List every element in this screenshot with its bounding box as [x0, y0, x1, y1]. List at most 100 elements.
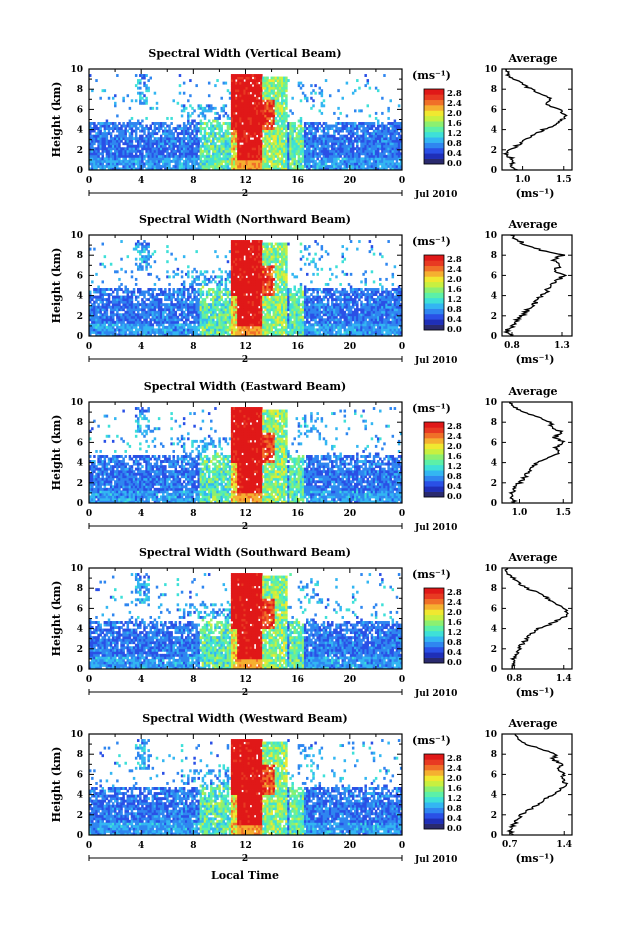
heatmap-cell: [124, 318, 127, 322]
heatmap-cell: [349, 132, 353, 136]
heatmap-cell: [224, 167, 228, 171]
heatmap-cell: [399, 147, 403, 151]
heatmap-cell: [216, 124, 219, 128]
heatmap-cell: [145, 86, 148, 90]
heatmap-cell: [308, 162, 311, 166]
heatmap-cell: [397, 144, 401, 148]
heatmap-cell: [262, 86, 265, 90]
heatmap-cell: [232, 84, 236, 88]
heatmap-cell: [366, 139, 370, 143]
heatmap-cell: [230, 167, 234, 171]
heatmap-cell: [370, 149, 374, 153]
heatmap-cell: [122, 134, 125, 138]
heatmap-cell: [220, 295, 223, 299]
heatmap-cell: [283, 122, 286, 125]
heatmap-cell: [182, 91, 186, 95]
heatmap-cell: [157, 139, 161, 143]
heatmap-cell: [210, 109, 213, 113]
heatmap-cell: [170, 298, 173, 302]
heatmap-cell: [276, 76, 280, 80]
y-tick-label: 6: [77, 105, 83, 115]
heatmap-cell: [312, 144, 315, 148]
heatmap-cell: [253, 81, 257, 85]
heatmap-cell: [89, 154, 92, 158]
heatmap-cell: [132, 144, 136, 148]
heatmap-cell: [199, 164, 203, 168]
heatmap-cell: [289, 167, 292, 171]
heatmap-cell: [270, 157, 274, 161]
heatmap-cell: [243, 159, 246, 163]
heatmap-cell: [136, 159, 140, 163]
heatmap-cell: [149, 76, 152, 80]
heatmap-cell: [134, 157, 138, 161]
heatmap-cell: [107, 124, 111, 128]
heatmap-cell: [141, 167, 144, 171]
heatmap-cell: [276, 89, 280, 93]
heatmap-cell: [220, 124, 223, 128]
heatmap-cell: [207, 109, 211, 113]
heatmap-cell: [178, 137, 182, 141]
heatmap-cell: [97, 323, 100, 327]
heatmap-cell: [220, 129, 223, 133]
heatmap-cell: [111, 320, 115, 324]
heatmap-cell: [381, 157, 384, 161]
heatmap-cell: [287, 167, 290, 171]
heatmap-cell: [272, 129, 276, 133]
heatmap-cell: [280, 119, 284, 123]
heatmap-cell: [199, 152, 203, 156]
heatmap-cell: [166, 250, 169, 254]
heatmap-cell: [212, 119, 215, 123]
heatmap-cell: [187, 275, 190, 279]
heatmap-cell: [376, 137, 380, 141]
heatmap-cell: [145, 142, 148, 146]
heatmap-cell: [118, 159, 121, 163]
heatmap-cell: [210, 162, 213, 166]
heatmap-cell: [387, 116, 390, 120]
heatmap-cell: [132, 137, 136, 141]
heatmap-cell: [120, 267, 123, 271]
heatmap-cell: [114, 154, 117, 158]
heatmap-cell: [266, 164, 269, 168]
heatmap-cell: [395, 152, 399, 156]
heatmap-cell: [105, 325, 109, 329]
heatmap-cell: [379, 167, 382, 171]
heatmap-cell: [289, 157, 292, 161]
heatmap-cell: [162, 162, 165, 166]
heatmap-cell: [89, 325, 92, 329]
heatmap-cell: [297, 162, 301, 166]
heatmap-cell: [203, 164, 207, 168]
heatmap-cell: [391, 154, 395, 158]
heatmap-cell: [111, 142, 115, 146]
heatmap-cell: [126, 310, 130, 314]
heatmap-cell: [91, 320, 94, 324]
heatmap-cell: [195, 139, 198, 143]
heatmap-cell: [228, 147, 232, 151]
heatmap-cell: [343, 142, 347, 146]
heatmap-cell: [139, 318, 142, 322]
date-label: Jul 2010: [414, 190, 457, 200]
heatmap-cell: [351, 132, 355, 136]
heatmap-cell: [136, 149, 140, 153]
heatmap-cell: [258, 104, 261, 108]
heatmap-cell: [207, 152, 211, 156]
heatmap-cell: [205, 295, 209, 299]
heatmap-cell: [214, 310, 217, 314]
heatmap-cell: [249, 252, 253, 256]
heatmap-cell: [312, 132, 315, 136]
heatmap-cell: [147, 167, 150, 171]
heatmap-cell: [191, 144, 194, 148]
heatmap-cell: [126, 137, 130, 141]
heatmap-cell: [364, 127, 367, 130]
heatmap-cell: [274, 94, 278, 98]
heatmap-cell: [130, 305, 134, 309]
heatmap-cell: [139, 144, 142, 148]
heatmap-cell: [91, 142, 94, 146]
heatmap-cell: [270, 79, 274, 83]
heatmap-cell: [258, 122, 261, 125]
heatmap-cell: [247, 129, 251, 133]
heatmap-cell: [245, 106, 248, 110]
heatmap-cell: [105, 142, 109, 146]
heatmap-cell: [134, 159, 138, 163]
heatmap-cell: [389, 149, 392, 153]
